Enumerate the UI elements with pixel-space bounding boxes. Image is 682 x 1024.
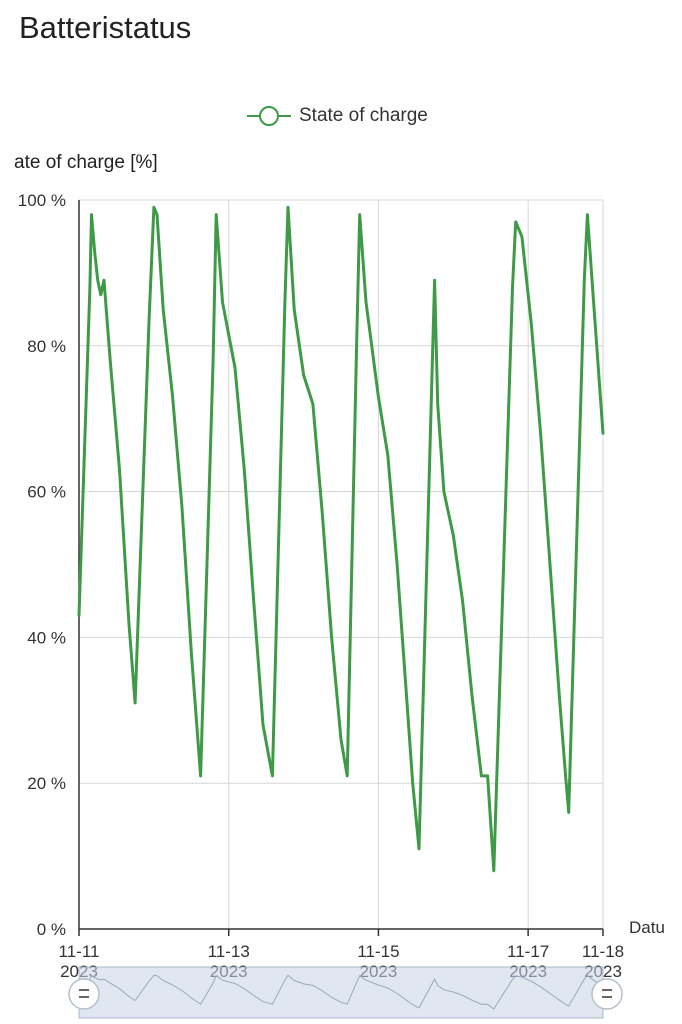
y-tick-label: 40 % xyxy=(27,628,66,647)
y-tick-label: 60 % xyxy=(27,483,66,502)
series-layer xyxy=(77,205,605,873)
x-tick-label: 11-18 xyxy=(582,942,624,961)
slider-handle-left[interactable] xyxy=(68,978,100,1010)
x-tick-label: 11-17 xyxy=(507,942,549,961)
handle-circle xyxy=(591,978,623,1010)
zoom-slider[interactable] xyxy=(68,966,623,1019)
legend-label: State of charge xyxy=(299,105,428,126)
x-tick-label: 11-13 xyxy=(208,942,250,961)
handle-circle xyxy=(68,978,100,1010)
plot-frame xyxy=(78,199,604,930)
x-axis-title: Datu xyxy=(629,918,665,937)
series-line-0 xyxy=(77,205,605,873)
slider-overview-line xyxy=(78,974,604,1010)
grid xyxy=(78,199,604,930)
y-axis-title: ate of charge [%] xyxy=(14,152,158,173)
x-tick-label: 11-11 xyxy=(59,942,100,961)
legend-line-circle-icon xyxy=(247,106,291,126)
y-tick-label: 100 % xyxy=(18,191,66,210)
axes xyxy=(78,200,604,936)
slider-track xyxy=(78,966,604,1019)
legend-item-state-of-charge[interactable]: State of charge xyxy=(247,102,428,130)
y-tick-label: 80 % xyxy=(27,337,66,356)
y-tick-labels: 0 % 20 % 40 % 60 % 80 % 100 % xyxy=(18,191,66,939)
x-tick-label: 11-15 xyxy=(357,942,399,961)
slider-handle-right[interactable] xyxy=(591,978,623,1010)
y-tick-label: 0 % xyxy=(37,920,66,939)
y-tick-label: 20 % xyxy=(27,774,66,793)
page-title: Batteristatus xyxy=(19,10,192,45)
